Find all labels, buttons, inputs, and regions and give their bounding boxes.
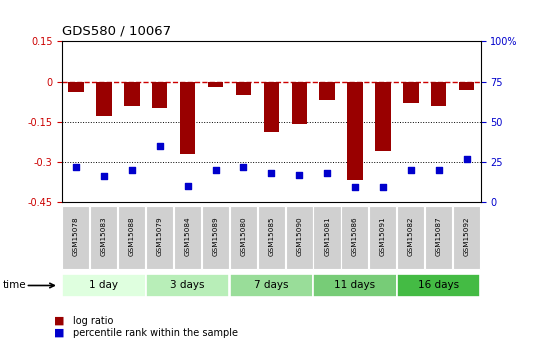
Bar [63, 274, 145, 297]
Bar [397, 206, 424, 269]
Text: GSM15088: GSM15088 [129, 216, 135, 256]
Text: GSM15079: GSM15079 [157, 216, 163, 256]
Point [239, 164, 248, 169]
Point [351, 185, 360, 190]
Point [407, 167, 415, 172]
Text: 11 days: 11 days [334, 280, 376, 290]
Text: GSM15092: GSM15092 [464, 216, 470, 256]
Bar [286, 206, 313, 269]
Text: log ratio: log ratio [73, 316, 113, 326]
Bar [314, 274, 396, 297]
Text: 7 days: 7 days [254, 280, 288, 290]
Bar [459, 81, 474, 90]
Point [127, 167, 136, 172]
Bar [375, 81, 390, 151]
Text: 16 days: 16 days [418, 280, 460, 290]
Bar [202, 206, 229, 269]
Bar [96, 81, 112, 116]
Text: ■: ■ [54, 316, 64, 326]
Bar [230, 206, 257, 269]
Text: GDS580 / 10067: GDS580 / 10067 [62, 24, 171, 37]
Bar [431, 81, 447, 106]
Point [462, 156, 471, 161]
Bar [320, 81, 335, 100]
Bar [152, 81, 167, 108]
Bar [341, 206, 368, 269]
Bar [124, 81, 139, 106]
Bar [230, 274, 313, 297]
Text: GSM15084: GSM15084 [185, 216, 191, 256]
Bar [397, 274, 480, 297]
Text: time: time [3, 280, 26, 290]
Text: GSM15091: GSM15091 [380, 216, 386, 256]
Point [379, 185, 387, 190]
Bar [208, 81, 223, 87]
Text: GSM15080: GSM15080 [240, 216, 246, 256]
Point [72, 164, 80, 169]
Point [295, 172, 303, 177]
Bar [314, 206, 341, 269]
Text: GSM15081: GSM15081 [324, 216, 330, 256]
Text: GSM15083: GSM15083 [101, 216, 107, 256]
Bar [90, 206, 117, 269]
Bar [425, 206, 452, 269]
Point [99, 174, 108, 179]
Bar [292, 81, 307, 124]
Point [267, 170, 275, 176]
Point [183, 183, 192, 189]
Bar [258, 206, 285, 269]
Text: GSM15089: GSM15089 [213, 216, 219, 256]
Bar [369, 206, 396, 269]
Text: percentile rank within the sample: percentile rank within the sample [73, 328, 238, 338]
Bar [264, 81, 279, 132]
Bar [236, 81, 251, 95]
Text: GSM15087: GSM15087 [436, 216, 442, 256]
Point [156, 143, 164, 148]
Bar [118, 206, 145, 269]
Bar [146, 206, 173, 269]
Bar [453, 206, 480, 269]
Text: GSM15090: GSM15090 [296, 216, 302, 256]
Text: GSM15078: GSM15078 [73, 216, 79, 256]
Bar [69, 81, 84, 92]
Bar [347, 81, 363, 180]
Bar [146, 274, 229, 297]
Bar [174, 206, 201, 269]
Point [211, 167, 220, 172]
Text: 1 day: 1 day [90, 280, 118, 290]
Point [434, 167, 443, 172]
Bar [403, 81, 418, 103]
Bar [63, 206, 90, 269]
Text: GSM15086: GSM15086 [352, 216, 358, 256]
Text: GSM15085: GSM15085 [268, 216, 274, 256]
Text: GSM15082: GSM15082 [408, 216, 414, 256]
Text: ■: ■ [54, 328, 64, 338]
Point [323, 170, 332, 176]
Bar [180, 81, 195, 154]
Text: 3 days: 3 days [171, 280, 205, 290]
